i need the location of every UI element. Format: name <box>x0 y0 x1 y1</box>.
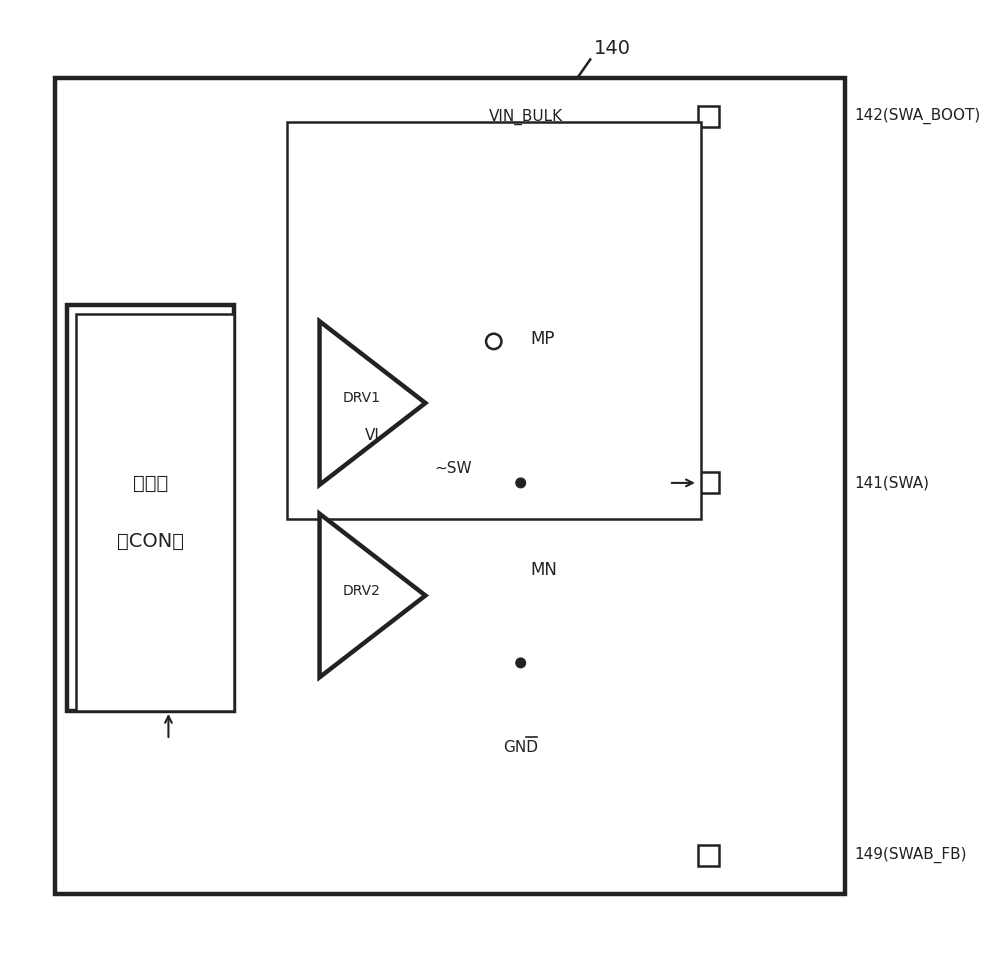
Polygon shape <box>320 321 425 485</box>
Bar <box>698 845 719 866</box>
Text: GND: GND <box>503 740 538 755</box>
Text: 140: 140 <box>594 39 631 59</box>
Text: MN: MN <box>530 560 557 579</box>
Text: MP: MP <box>530 330 555 348</box>
Bar <box>55 78 845 894</box>
Text: DRV1: DRV1 <box>343 391 381 406</box>
Bar <box>698 472 719 494</box>
Text: ~SW: ~SW <box>435 461 472 476</box>
Bar <box>67 305 234 711</box>
Text: 149(SWAB_FB): 149(SWAB_FB) <box>855 848 967 864</box>
Bar <box>698 106 719 127</box>
Polygon shape <box>320 514 425 678</box>
Text: （CON）: （CON） <box>117 532 184 551</box>
Text: 142(SWA_BOOT): 142(SWA_BOOT) <box>855 108 981 124</box>
Text: 141(SWA): 141(SWA) <box>855 476 930 490</box>
Text: 控制器: 控制器 <box>133 475 168 493</box>
Text: DRV2: DRV2 <box>343 583 381 598</box>
Circle shape <box>486 333 501 349</box>
Bar <box>287 122 701 519</box>
Bar <box>76 313 234 711</box>
Text: VI: VI <box>365 429 380 443</box>
Circle shape <box>516 478 526 488</box>
Text: VIN_BULK: VIN_BULK <box>488 109 563 125</box>
Circle shape <box>516 658 526 668</box>
